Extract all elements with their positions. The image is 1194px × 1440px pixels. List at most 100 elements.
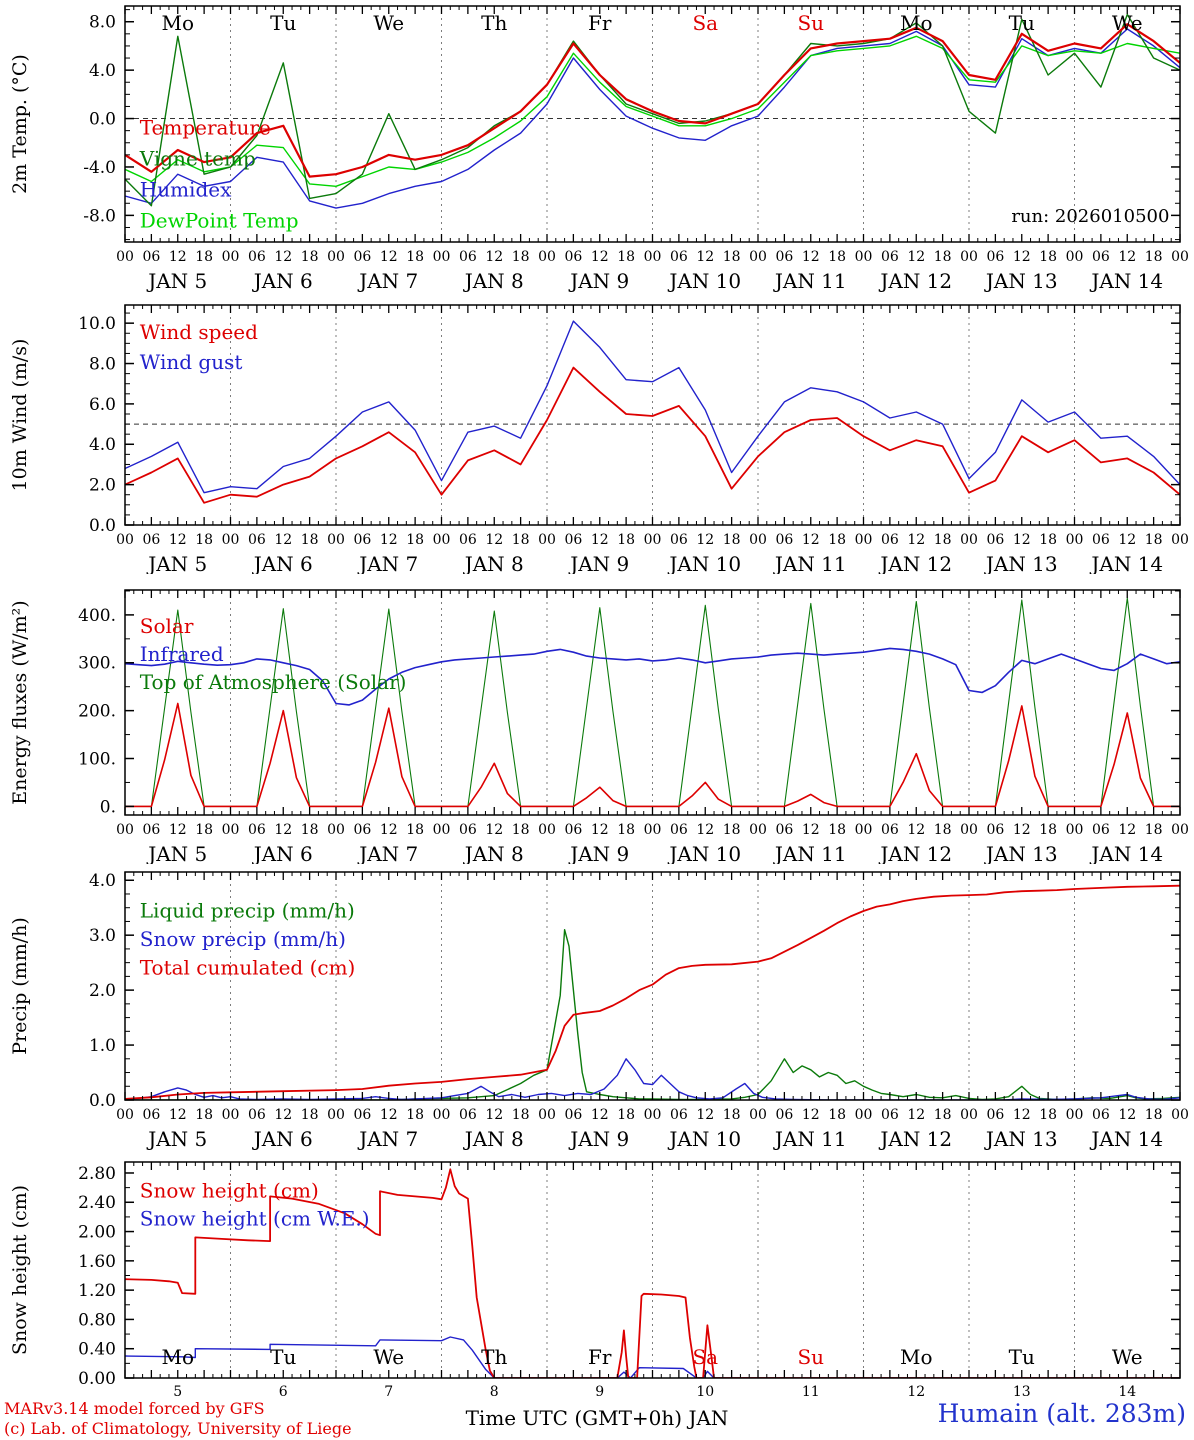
svg-text:00: 00 — [1066, 822, 1084, 838]
series-snow-height-line — [125, 1168, 1180, 1378]
svg-text:00: 00 — [960, 532, 978, 548]
legend-temp-entry-0: Temperature — [140, 116, 271, 140]
svg-text:18: 18 — [723, 532, 741, 548]
svg-text:12: 12 — [380, 1107, 398, 1123]
svg-text:06: 06 — [459, 1107, 477, 1123]
svg-text:Th: Th — [481, 11, 507, 35]
svg-text:18: 18 — [195, 822, 213, 838]
svg-text:1.20: 1.20 — [78, 1281, 116, 1301]
svg-text:06: 06 — [564, 822, 582, 838]
svg-text:12: 12 — [696, 532, 714, 548]
svg-text:18: 18 — [828, 249, 846, 265]
svg-text:5: 5 — [173, 1384, 182, 1400]
svg-text:100.: 100. — [78, 749, 116, 769]
svg-text:00: 00 — [1066, 532, 1084, 548]
y-axis-label-energy: Energy fluxes (W/m²) — [9, 600, 31, 804]
svg-text:12: 12 — [380, 532, 398, 548]
svg-text:JAN 8: JAN 8 — [463, 1127, 524, 1151]
svg-text:Tu: Tu — [270, 1345, 296, 1369]
svg-text:06: 06 — [248, 1107, 266, 1123]
svg-text:0.40: 0.40 — [78, 1340, 116, 1360]
svg-text:18: 18 — [723, 249, 741, 265]
svg-text:06: 06 — [670, 822, 688, 838]
svg-text:12: 12 — [485, 822, 503, 838]
series-total-cumulated-line — [125, 884, 1180, 1100]
svg-text:Su: Su — [797, 1345, 824, 1369]
svg-text:18: 18 — [1145, 249, 1163, 265]
svg-text:12: 12 — [696, 822, 714, 838]
svg-text:00: 00 — [538, 532, 556, 548]
svg-text:00: 00 — [1171, 1107, 1189, 1123]
svg-text:JAN 5: JAN 5 — [146, 552, 207, 574]
svg-text:06: 06 — [142, 249, 160, 265]
svg-text:00: 00 — [222, 532, 240, 548]
svg-text:18: 18 — [195, 1107, 213, 1123]
svg-text:06: 06 — [353, 822, 371, 838]
svg-text:00: 00 — [1066, 249, 1084, 265]
svg-text:JAN 14: JAN 14 — [1089, 842, 1163, 864]
series-vigne-temp-line — [125, 13, 1180, 207]
series-liquid-precip-line — [125, 929, 1180, 1100]
svg-text:00: 00 — [327, 532, 345, 548]
svg-text:00: 00 — [222, 1107, 240, 1123]
svg-text:12: 12 — [696, 249, 714, 265]
svg-text:12: 12 — [485, 249, 503, 265]
station-label: Humain (alt. 283m) — [937, 1399, 1186, 1428]
legend-precip-entry-2: Total cumulated (cm) — [140, 956, 356, 980]
panel-precipitation: 0.0 1.0 2.0 3.0 4.0 00 06 12 18 00 06 12 18 00 06 12 18 0… — [9, 871, 1189, 1151]
svg-text:06: 06 — [986, 822, 1004, 838]
svg-text:JAN 6: JAN 6 — [252, 842, 313, 864]
svg-text:12: 12 — [380, 249, 398, 265]
svg-text:JAN 10: JAN 10 — [667, 1127, 741, 1151]
svg-text:06: 06 — [775, 822, 793, 838]
svg-text:0.80: 0.80 — [78, 1310, 116, 1330]
svg-text:06: 06 — [248, 249, 266, 265]
svg-text:18: 18 — [301, 249, 319, 265]
svg-text:9: 9 — [595, 1384, 604, 1400]
svg-text:00: 00 — [433, 822, 451, 838]
svg-text:06: 06 — [775, 249, 793, 265]
svg-text:18: 18 — [406, 1107, 424, 1123]
svg-text:JAN 10: JAN 10 — [667, 552, 741, 574]
model-credit: MARv3.14 model forced by GFS — [4, 1399, 265, 1418]
svg-text:JAN 13: JAN 13 — [984, 842, 1058, 864]
svg-text:06: 06 — [881, 532, 899, 548]
legend-energy-entry-1: Infrared — [140, 642, 224, 666]
svg-text:12: 12 — [907, 532, 925, 548]
svg-text:06: 06 — [670, 1107, 688, 1123]
panel-snow-height: 0.00 0.40 0.80 1.20 1.60 2.00 2.40 2.80 5 6 7 8 9 10 1… — [9, 1161, 1181, 1400]
svg-text:00: 00 — [433, 249, 451, 265]
legend-snow-entry-1: Snow height (cm W.E.) — [140, 1207, 370, 1231]
svg-text:8.0: 8.0 — [89, 13, 116, 33]
svg-text:JAN 7: JAN 7 — [357, 552, 418, 574]
svg-text:18: 18 — [828, 532, 846, 548]
svg-text:14: 14 — [1118, 1384, 1136, 1400]
svg-text:18: 18 — [828, 822, 846, 838]
svg-text:12: 12 — [1118, 249, 1136, 265]
svg-text:8: 8 — [490, 1384, 499, 1400]
svg-text:00: 00 — [960, 1107, 978, 1123]
svg-text:00: 00 — [855, 822, 873, 838]
svg-text:18: 18 — [512, 822, 530, 838]
svg-text:6.0: 6.0 — [89, 395, 116, 415]
svg-text:4.0: 4.0 — [89, 871, 116, 891]
svg-text:06: 06 — [775, 1107, 793, 1123]
svg-text:JAN 5: JAN 5 — [146, 1127, 207, 1151]
svg-text:JAN 7: JAN 7 — [357, 842, 418, 864]
svg-text:JAN 6: JAN 6 — [252, 1127, 313, 1151]
series-dewpoint-temp-line — [125, 35, 1180, 187]
svg-text:00: 00 — [1171, 249, 1189, 265]
svg-text:JAN 11: JAN 11 — [773, 269, 847, 293]
svg-text:JAN 9: JAN 9 — [568, 552, 629, 574]
svg-text:18: 18 — [617, 532, 635, 548]
svg-text:13: 13 — [1013, 1384, 1031, 1400]
svg-text:Sa: Sa — [692, 11, 718, 35]
svg-text:06: 06 — [459, 532, 477, 548]
svg-text:06: 06 — [1092, 822, 1110, 838]
series-snow-height-we-line — [125, 1336, 1180, 1378]
svg-text:6: 6 — [279, 1384, 288, 1400]
svg-text:06: 06 — [1092, 532, 1110, 548]
svg-text:12: 12 — [485, 532, 503, 548]
svg-text:18: 18 — [617, 1107, 635, 1123]
svg-text:18: 18 — [1145, 532, 1163, 548]
